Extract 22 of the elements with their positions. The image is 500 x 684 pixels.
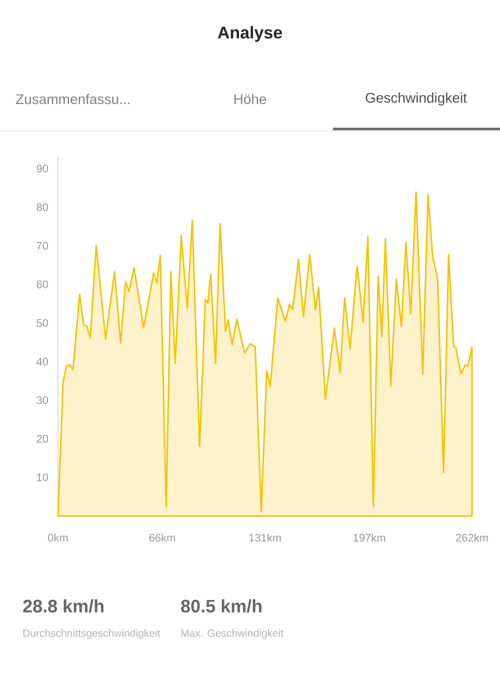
text: Durchschnittsgeschwindigkeit [23, 629, 160, 639]
y-tick-label: 90 [36, 164, 48, 172]
text: Höhe [234, 94, 266, 104]
x-tick-label: 197km [354, 534, 386, 542]
y-tick-label: 80 [36, 203, 48, 212]
x-tick-label: 262km [456, 534, 488, 542]
text: Geschwindigkeit [366, 92, 467, 106]
y-tick-label: 30 [36, 396, 48, 404]
y-tick-label: 60 [36, 280, 48, 288]
text: 80.5 km/h [181, 599, 262, 613]
y-tick-label: 70 [36, 242, 48, 250]
text: 28.8 km/h [23, 599, 104, 613]
y-tick-label: 50 [36, 319, 48, 327]
y-tick-label: 10 [37, 474, 48, 482]
y-tick-label: 20 [36, 434, 48, 443]
text: Zusammenfassu... [16, 94, 130, 104]
chart-title: Analyse [218, 26, 282, 42]
x-tick-label: 131km [249, 534, 281, 542]
y-tick-label: 40 [36, 358, 48, 366]
x-tick-label: 66km [149, 534, 176, 542]
text: Max. Geschwindigkeit [181, 629, 284, 639]
x-tick-label: 0km [48, 534, 68, 542]
